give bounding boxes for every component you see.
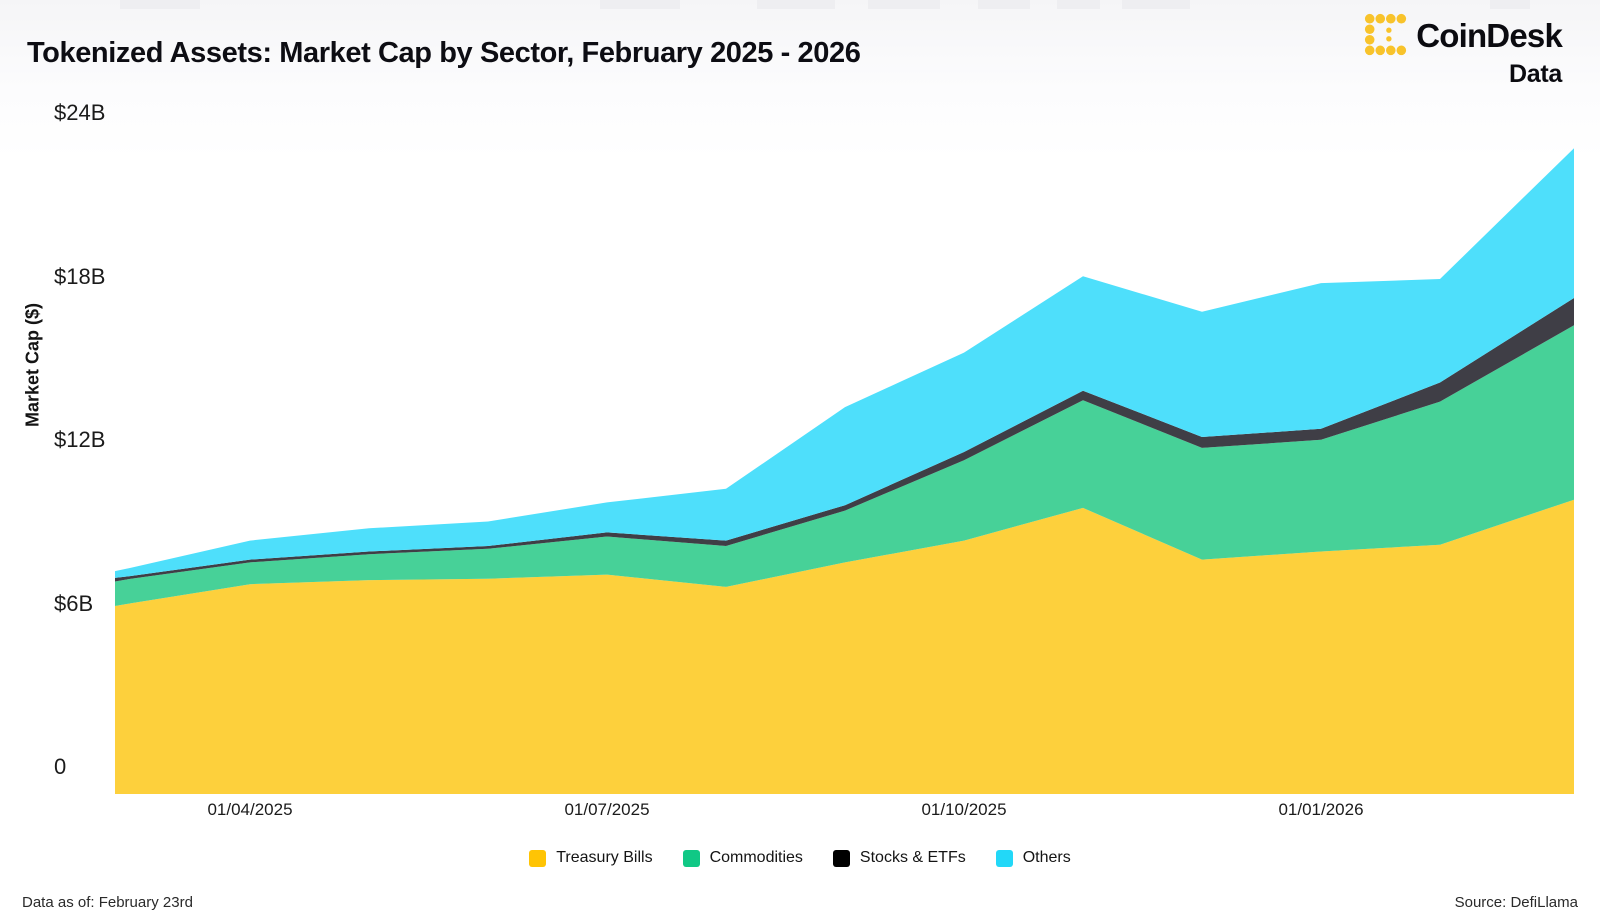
legend-label: Stocks & ETFs [859,849,966,866]
legend-item-stocks-etfs: Stocks & ETFs [832,849,966,867]
top-edge-artifact [1490,0,1530,9]
coindesk-logo: CoinDesk Data [1363,12,1563,88]
x-tick-label: 01/04/2025 [207,800,293,819]
legend-item-others: Others [995,849,1071,867]
area-stocks-etfs [115,298,1574,582]
source-note: Source: DefiLlama [1454,894,1578,911]
legend-label: Others [1022,849,1071,866]
top-edge-artifact [868,0,940,9]
top-edge-artifact [120,0,200,9]
chart-legend: Treasury Bills Commodities Stocks & ETFs… [0,849,1600,867]
legend-item-commodities: Commodities [682,849,803,867]
x-tick-label: 01/01/2026 [1278,800,1364,819]
treasury-bills-swatch-icon [529,849,547,867]
legend-label: Commodities [709,849,803,866]
legend-item-treasury-bills: Treasury Bills [529,849,653,867]
x-tick-label: 01/07/2025 [564,800,650,819]
y-tick-label: $18B [54,263,106,289]
others-swatch-icon [995,849,1013,867]
top-edge-artifact [757,0,835,9]
page-title: Tokenized Assets: Market Cap by Sector, … [27,37,861,69]
y-tick-label: $6B [54,590,94,616]
top-edge-artifact [978,0,1030,9]
area-others [115,148,1574,578]
area-treasury-bills [115,499,1574,794]
coindesk-mark-icon [1365,13,1407,56]
top-edge-artifact [1122,0,1190,9]
stocks-etfs-swatch-icon [832,849,850,867]
coindesk-data-label: Data [1509,60,1562,88]
area-commodities [115,325,1574,606]
commodities-swatch-icon [682,849,700,867]
data-as-of-note: Data as of: February 23rd [22,894,193,911]
legend-label: Treasury Bills [556,849,653,866]
top-edge-artifact [1057,0,1100,9]
y-tick-label: $24B [54,100,106,125]
y-tick-label: 0 [54,754,67,779]
y-tick-label: $12B [54,427,106,452]
top-edge-artifact [600,0,680,9]
coindesk-wordmark: CoinDesk [1416,16,1563,54]
x-tick-label: 01/10/2025 [921,800,1007,819]
